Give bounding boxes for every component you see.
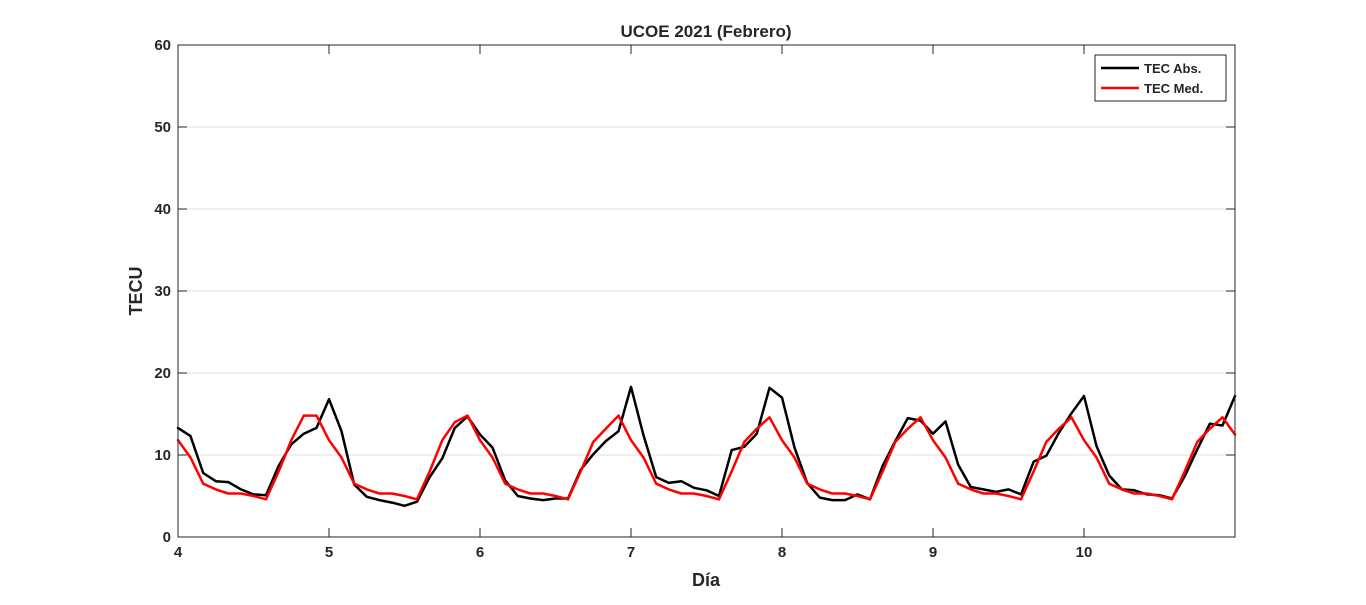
x-tick-label: 7 [627,544,635,561]
series-line-tec-med [176,414,1237,501]
legend-label-tec-abs: TEC Abs. [1144,61,1201,76]
y-tick-label: 30 [154,283,171,300]
x-tick-label: 8 [778,544,786,561]
x-axis-ticks: 4 5 6 7 8 9 10 [174,45,1093,561]
y-tick-label: 40 [154,201,171,218]
x-tick-label: 6 [476,544,484,561]
x-tick-label: 9 [929,544,937,561]
legend-label-tec-med: TEC Med. [1144,81,1203,96]
legend: TEC Abs. TEC Med. [1094,54,1227,102]
y-tick-label: 10 [154,447,171,464]
y-axis-label: TECU [126,267,146,316]
y-tick-label: 0 [163,529,171,546]
x-axis-label: Día [692,570,721,590]
x-tick-label: 4 [174,544,183,561]
y-axis-ticks: 0 10 20 30 40 50 60 [154,37,1235,546]
y-tick-label: 20 [154,365,171,382]
y-tick-label: 50 [154,119,171,136]
legend-box [1094,54,1227,102]
series-layer [176,385,1237,508]
gridlines [178,126,1235,456]
x-tick-label: 5 [325,544,333,561]
y-tick-label: 60 [154,37,171,54]
chart-title: UCOE 2021 (Febrero) [621,22,792,41]
x-tick-label: 10 [1076,544,1093,561]
